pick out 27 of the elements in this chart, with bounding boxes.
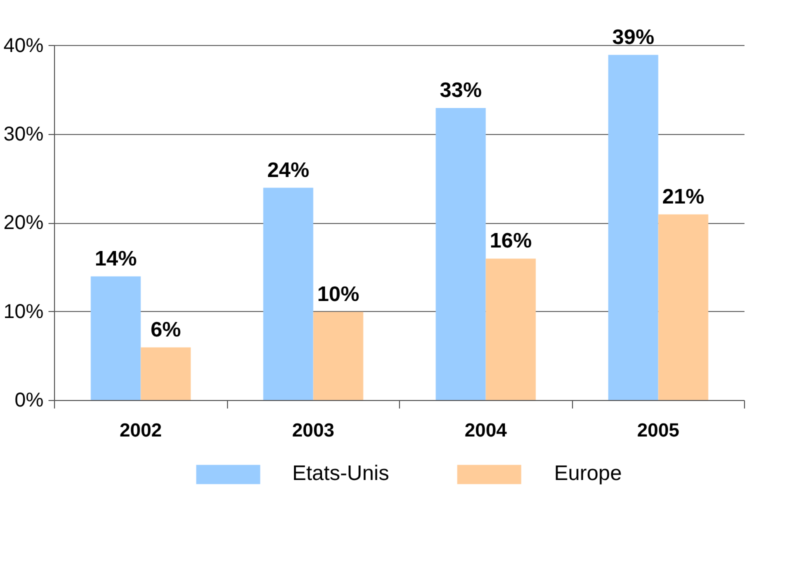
data-label: 39% (612, 26, 655, 49)
bar (140, 347, 191, 400)
x-tick-label: 2005 (637, 420, 680, 442)
x-tick-label: 2003 (292, 420, 334, 442)
data-label: 21% (662, 185, 705, 208)
bar (486, 258, 536, 400)
x-tick-label: 2002 (120, 420, 162, 442)
y-tick-label: 40% (3, 34, 44, 57)
bar (608, 54, 658, 400)
bar (90, 276, 141, 400)
data-label: 14% (94, 247, 138, 270)
data-label: 16% (490, 230, 532, 253)
y-tick-label: 0% (14, 390, 44, 412)
data-label: 6% (150, 318, 182, 342)
bar (313, 312, 364, 400)
legend-label: Europe (554, 462, 622, 486)
legend-label: Etats-Unis (292, 462, 390, 486)
bar (658, 214, 708, 400)
data-label: 10% (317, 282, 360, 306)
data-label: 33% (440, 79, 482, 102)
x-tick-label: 2004 (464, 420, 508, 442)
bar (263, 188, 314, 400)
y-tick-label: 30% (3, 124, 44, 146)
data-label: 24% (267, 158, 310, 182)
bar (436, 108, 486, 400)
y-tick-label: 20% (3, 212, 44, 234)
y-tick-label: 10% (3, 300, 44, 323)
